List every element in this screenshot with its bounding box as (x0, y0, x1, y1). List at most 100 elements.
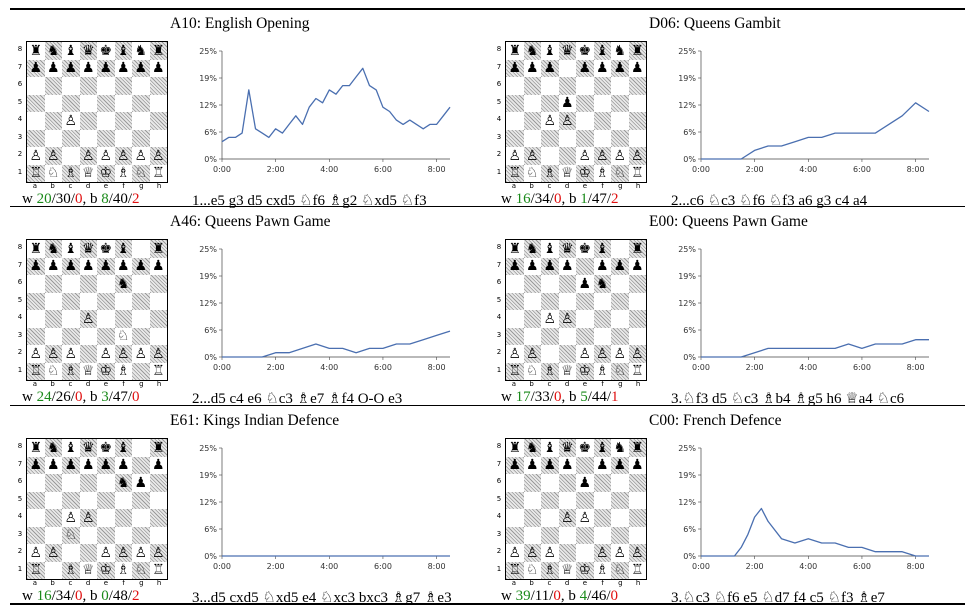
file-label: a (511, 182, 517, 190)
board-square (149, 292, 167, 310)
white-wins: 16 (36, 588, 52, 604)
white-wins: 24 (36, 389, 52, 405)
board-square (506, 310, 524, 328)
board-square (149, 310, 167, 328)
chess-piece-icon: ♕ (560, 363, 574, 380)
chess-piece-icon: ♞ (525, 240, 539, 257)
rank-label: 3 (17, 529, 23, 538)
file-label: h (156, 182, 162, 190)
board-square: ♝ (593, 240, 611, 258)
move-sequence: 3.♘c3 ♘f6 e5 ♘d7 f4 c5 ♘f3 ♗e7 (671, 590, 885, 606)
board-square (523, 310, 541, 328)
rank-label: 2 (496, 150, 502, 158)
y-tick-label: 12% (199, 299, 217, 308)
chess-piece-icon: ♘ (134, 562, 148, 579)
file-label: c (68, 380, 73, 388)
board-square (523, 474, 541, 492)
chess-piece-icon: ♜ (151, 439, 165, 456)
board-square: ♝ (541, 240, 559, 258)
board-square: ♙ (27, 147, 45, 165)
board-square (576, 257, 594, 275)
opening-title: E61: Kings Indian Defence (170, 412, 340, 429)
chess-piece-icon: ♙ (81, 310, 95, 327)
chess-piece-icon: ♙ (46, 345, 60, 362)
board-square (62, 77, 80, 95)
board-square (62, 275, 80, 293)
opening-title: A46: Queens Pawn Game (170, 213, 331, 230)
board-square (611, 526, 629, 544)
board-square: ♔ (97, 164, 115, 182)
white-losses: 0 (74, 389, 83, 405)
board-square: ♖ (149, 561, 167, 579)
file-labels: a b c d e f g h (505, 380, 647, 388)
board-square: ♘ (611, 561, 629, 579)
chess-piece-icon: ♘ (613, 165, 627, 182)
board-square: ♟ (79, 59, 97, 77)
board-square: ♙ (593, 147, 611, 165)
board-square (593, 474, 611, 492)
x-tick-label: 0:00 (692, 562, 710, 571)
board-square (628, 77, 646, 95)
board-square (62, 474, 80, 492)
board-square: ♙ (149, 147, 167, 165)
opening-panel: A10: English Opening 8 7 6 5 4 3 2 1 ♜ ♞ ♝ ♛ ♚ ♝ ♞ ♜ ♟ ♟ ♟ ♟… (10, 9, 486, 209)
board-square: ♟ (576, 275, 594, 293)
board-square (558, 474, 576, 492)
board-square: ♜ (628, 439, 646, 457)
chess-piece-icon: ♕ (560, 562, 574, 579)
chess-piece-icon: ♙ (508, 544, 522, 561)
chess-piece-icon: ♞ (46, 439, 60, 456)
board-square (97, 509, 115, 527)
file-labels: a b c d e f g h (505, 579, 647, 587)
chess-piece-icon: ♜ (630, 42, 644, 59)
file-label: g (618, 182, 623, 190)
chess-piece-icon: ♟ (630, 60, 644, 77)
white-draws: 34 (534, 191, 550, 207)
result-stats: w 17/33/0, b 5/44/1 (501, 389, 619, 405)
file-label: h (635, 579, 641, 587)
board-square: ♟ (79, 257, 97, 275)
rank-label: 4 (17, 115, 23, 123)
board-square (576, 526, 594, 544)
file-label: a (32, 380, 38, 388)
chess-piece-icon: ♕ (81, 165, 95, 182)
row-divider (10, 405, 965, 406)
board-square: ♙ (132, 544, 150, 562)
board-square: ♘ (44, 362, 62, 380)
file-labels: a b c d e f g h (26, 182, 168, 190)
chess-piece-icon: ♝ (64, 439, 78, 456)
rank-label: 5 (496, 494, 502, 503)
y-tick-label: 6% (204, 525, 217, 534)
x-tick-label: 0:00 (692, 165, 710, 174)
board-square: ♙ (558, 509, 576, 527)
board-square: ♟ (132, 474, 150, 492)
rank-label: 5 (496, 97, 502, 106)
y-tick-label: 19% (678, 471, 696, 480)
chess-piece-icon: ♝ (64, 42, 78, 59)
board-square: ♕ (558, 362, 576, 380)
chess-piece-icon: ♗ (116, 165, 130, 182)
rank-labels: 8 7 6 5 4 3 2 1 (495, 41, 503, 181)
board-square: ♞ (523, 42, 541, 60)
black-losses: 2 (611, 191, 619, 207)
board-square (576, 292, 594, 310)
board-square (558, 544, 576, 562)
chess-piece-icon: ♚ (578, 240, 592, 257)
black-losses: 0 (610, 588, 618, 604)
y-tick-label: 25% (678, 245, 696, 254)
board-square (149, 94, 167, 112)
board-square: ♛ (558, 240, 576, 258)
chess-piece-icon: ♕ (81, 562, 95, 579)
rank-label: 4 (17, 512, 23, 520)
chess-piece-icon: ♙ (116, 345, 130, 362)
board-square: ♗ (541, 362, 559, 380)
chess-piece-icon: ♟ (46, 60, 60, 77)
board-square (114, 77, 132, 95)
board-square (523, 129, 541, 147)
board-square: ♞ (593, 275, 611, 293)
chess-piece-icon: ♗ (595, 363, 609, 380)
chess-piece-icon: ♞ (46, 240, 60, 257)
result-stats: w 39/11/0, b 4/46/0 (501, 588, 618, 604)
opening-panel: D06: Queens Gambit 8 7 6 5 4 3 2 1 ♜ ♞ ♝ ♛ ♚ ♝ ♞ ♜ ♟ ♟ ♟ ♟ ♟ ♟… (489, 9, 965, 209)
series-line (222, 330, 451, 358)
